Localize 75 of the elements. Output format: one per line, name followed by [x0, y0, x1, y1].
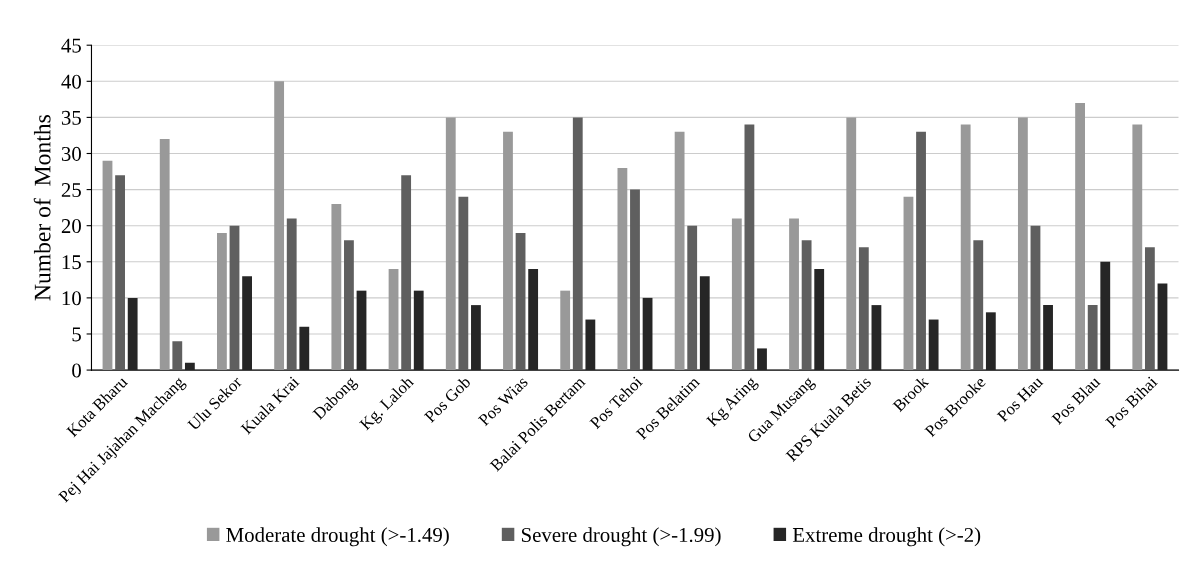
bar	[687, 225, 698, 371]
x-tick-label: Pos Hau	[996, 375, 1044, 423]
bar	[674, 131, 685, 371]
bar	[903, 196, 914, 371]
legend-label: Moderate drought (>-1.49)	[226, 527, 449, 547]
y-tick-label: 40	[61, 74, 81, 89]
bar	[757, 348, 767, 371]
y-tick-label: 30	[61, 146, 81, 161]
bar	[973, 240, 984, 371]
bar	[217, 232, 227, 371]
bar	[471, 305, 481, 371]
bar	[184, 362, 195, 371]
legend-label: Extreme drought (>-2)	[792, 527, 981, 547]
bar	[744, 124, 755, 371]
bar	[858, 247, 869, 371]
bar	[1157, 283, 1168, 371]
bar	[789, 218, 799, 371]
bar	[1017, 117, 1028, 371]
bar	[560, 290, 571, 371]
bar	[102, 160, 113, 371]
bar	[960, 124, 971, 371]
legend-label: Severe drought (>-1.99)	[521, 527, 721, 547]
bar	[528, 269, 539, 371]
y-tick-label: 15	[62, 255, 81, 270]
bar	[515, 232, 526, 371]
bar	[642, 297, 653, 371]
bar	[916, 131, 926, 371]
y-tick-label: 5	[72, 327, 81, 342]
bar	[356, 290, 367, 371]
bar	[1043, 305, 1053, 371]
bar	[1144, 247, 1155, 371]
y-tick-label: 25	[61, 183, 81, 198]
bar	[401, 175, 412, 371]
y-tick-label: 0	[72, 363, 81, 378]
x-tick-label: Pos Gob	[423, 375, 472, 424]
bar	[458, 196, 469, 371]
bar	[731, 218, 742, 371]
bar	[1132, 124, 1143, 371]
y-tick-label: 45	[61, 38, 81, 53]
bar	[1087, 305, 1098, 371]
bar	[846, 117, 857, 371]
bar	[299, 326, 310, 371]
bar	[617, 167, 628, 371]
bar	[388, 269, 399, 371]
bar	[814, 269, 825, 371]
bar	[159, 139, 170, 371]
bar	[1075, 102, 1085, 371]
x-tick-label: Pos Wias	[477, 375, 529, 427]
bar	[630, 189, 640, 371]
bar	[1030, 225, 1041, 371]
bar	[503, 131, 513, 371]
bar	[344, 240, 354, 371]
bar	[585, 319, 596, 371]
bar	[413, 290, 424, 371]
y-tick-label: 20	[61, 219, 81, 234]
bar	[985, 312, 996, 371]
bar	[172, 341, 183, 371]
bar	[699, 276, 710, 371]
bar	[286, 218, 297, 371]
bar	[572, 117, 583, 371]
bar	[928, 319, 939, 371]
x-tick-label: Pos Blau	[1050, 375, 1101, 426]
bar	[801, 240, 812, 371]
bar	[229, 225, 240, 371]
bar	[242, 276, 252, 371]
bar	[871, 305, 882, 371]
y-axis-title: Number of Months	[33, 115, 51, 301]
y-tick-label: 35	[61, 110, 81, 125]
bar	[445, 117, 456, 371]
bar	[331, 204, 342, 371]
bar	[115, 175, 125, 371]
y-tick-label: 10	[62, 291, 81, 306]
bar	[1100, 261, 1111, 371]
bar	[127, 297, 138, 371]
bar	[274, 81, 285, 371]
